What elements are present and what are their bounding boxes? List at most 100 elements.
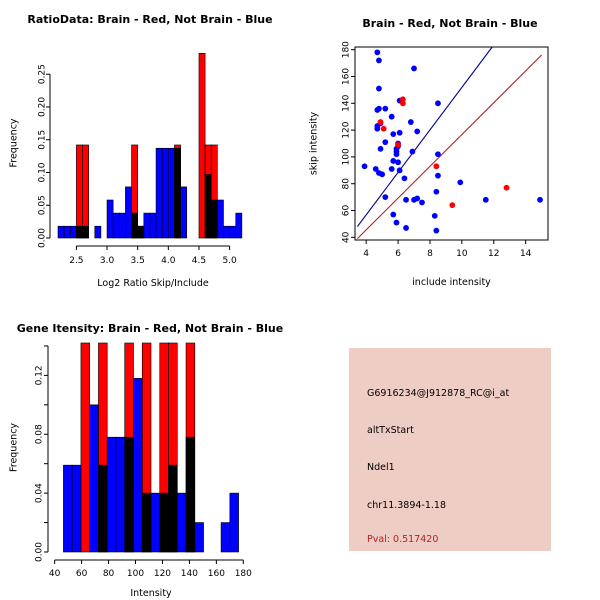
info-event-type: altTxStart [367, 425, 414, 436]
scatter-point [374, 107, 381, 113]
histogram-bar [115, 436, 126, 553]
scatter-point [414, 195, 421, 202]
histogram-bar [223, 225, 230, 239]
scatter-point [433, 227, 440, 234]
x-axis-tick-label: 3.5 [131, 256, 145, 266]
histogram-bar [168, 147, 175, 239]
info-gene-symbol: Ndel1 [367, 462, 395, 473]
scatter-point [382, 105, 389, 112]
x-axis-tick-label: 3.0 [100, 256, 115, 266]
histogram-bar [80, 342, 90, 553]
x-axis-tick-label: 4 [363, 249, 369, 259]
histogram-bar [89, 404, 99, 553]
scatter-panel: Brain - Red, Not Brain - Blue 40 60 80 100 1… [300, 0, 600, 300]
scatter-point [457, 179, 464, 186]
histogram-bar [133, 378, 143, 553]
scatter-point [399, 96, 406, 103]
histogram-bar [174, 144, 181, 239]
gene-x-axis-label: Intensity [130, 588, 172, 599]
histogram-bar [155, 147, 163, 239]
histogram-bar [112, 212, 120, 239]
gene-y-axis: 0.00 0.04 0.08 0.12 [35, 345, 49, 562]
y-axis-tick-label: 60 [342, 205, 352, 217]
scatter-point [380, 125, 387, 132]
scatter-point [361, 163, 368, 170]
scatter-point [409, 148, 416, 155]
y-axis-tick-label: 0.00 [38, 228, 48, 248]
scatter-point [396, 129, 403, 136]
scatter-point [393, 151, 400, 158]
gene-histogram-svg: 0.00 0.04 0.08 0.12 Frequency 40 60 80 100 120 140… [9, 342, 252, 599]
histogram-bar [229, 225, 237, 239]
y-axis-tick-label: 0.10 [38, 162, 48, 182]
x-axis-tick-label: 60 [76, 569, 88, 579]
scatter-point [379, 171, 386, 178]
scatter-point [374, 49, 381, 56]
y-axis-tick-label: 180 [342, 41, 352, 58]
histogram-bar [125, 186, 132, 239]
histogram-bar [235, 212, 243, 239]
histogram-bar [57, 225, 65, 239]
histogram-bar [131, 144, 138, 239]
scatter-x-axis: 4 6 8 10 12 14 [363, 240, 532, 259]
scatter-point [390, 131, 397, 138]
x-axis-tick-label: 100 [127, 569, 144, 579]
scatter-point [419, 199, 425, 206]
scatter-point [376, 85, 382, 92]
scatter-point [372, 166, 379, 172]
scatter-point [433, 163, 440, 170]
histogram-bar [94, 225, 102, 239]
y-axis-tick-label: 0.15 [38, 130, 48, 150]
scatter-point [382, 194, 389, 201]
scatter-point [435, 100, 441, 107]
x-axis-tick-label: 4.5 [192, 256, 206, 266]
x-axis-tick-label: 5.0 [222, 256, 237, 266]
y-axis-tick-label: 0.00 [35, 542, 45, 562]
x-axis-tick-label: 80 [103, 569, 115, 579]
histogram-bar [124, 342, 134, 553]
gene-info-box: G6916234@J912878_RC@i_at altTxStart Ndel… [349, 348, 551, 551]
scatter-y-axis: 40 60 80 100 120 140 160 180 [342, 41, 355, 243]
scatter-point [401, 175, 408, 182]
y-axis-tick-label: 0.04 [35, 483, 45, 503]
histogram-bar [180, 186, 188, 239]
ratio-histogram-panel: RatioData: Brain - Red, Not Brain - Blue… [0, 0, 300, 300]
x-axis-tick-label: 14 [520, 249, 532, 259]
x-axis-tick-label: 10 [456, 249, 468, 259]
scatter-point [537, 196, 543, 203]
histogram-bar [106, 436, 117, 553]
histogram-bar [220, 522, 231, 553]
scatter-point [433, 188, 440, 195]
scatter-point [395, 159, 401, 166]
y-axis-tick-label: 0.05 [38, 195, 48, 215]
scatter-point [435, 172, 441, 179]
histogram-bar [63, 225, 71, 239]
scatter-point [382, 139, 389, 146]
histogram-bar [168, 342, 178, 553]
info-probe-id: G6916234@J912878_RC@i_at [367, 388, 510, 399]
histogram-bar [76, 144, 83, 239]
scatter-y-axis-label: skip intensity [309, 111, 320, 175]
scatter-svg: 40 60 80 100 120 140 160 180 skip intensity 4 6 8 10… [309, 41, 549, 288]
histogram-bar [143, 212, 151, 239]
histogram-bar [106, 199, 114, 239]
histogram-bar [229, 492, 239, 553]
scatter-point [376, 57, 382, 64]
scatter-point [503, 184, 510, 191]
scatter-point [449, 202, 456, 209]
histogram-bar [118, 212, 126, 239]
histogram-bar [210, 144, 218, 239]
scatter-point [390, 158, 397, 164]
scatter-series [377, 96, 510, 209]
histogram-bar [159, 342, 169, 553]
scatter-x-axis-label: include intensity [412, 277, 491, 288]
histogram-bar [149, 212, 157, 239]
scatter-point [403, 196, 409, 203]
x-axis-tick-label: 140 [181, 569, 198, 579]
scatter-point [377, 145, 384, 152]
y-axis-tick-label: 0.12 [35, 365, 45, 385]
scatter-point [390, 211, 397, 218]
histogram-bar [194, 522, 204, 553]
y-axis-tick-label: 0.08 [35, 424, 45, 444]
scatter-point [393, 219, 400, 226]
